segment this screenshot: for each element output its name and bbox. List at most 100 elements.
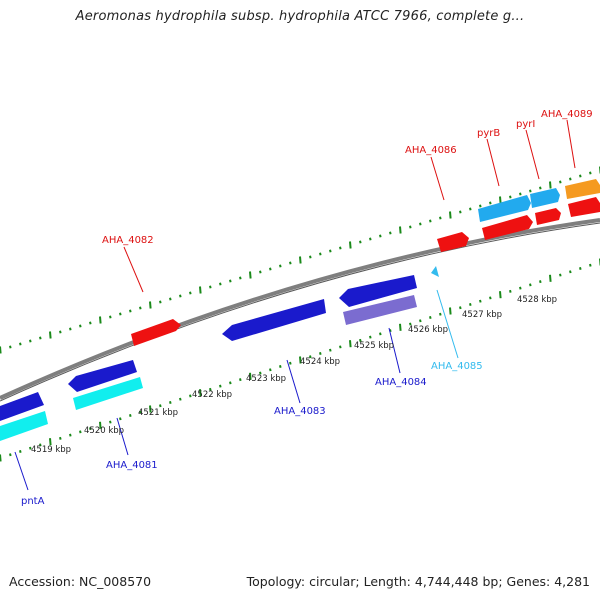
outer-tick <box>119 312 122 316</box>
outer-tick <box>139 306 142 310</box>
gene-aha-4084[interactable] <box>339 275 417 307</box>
map-title: Aeromonas hydrophila subsp. hydrophila A… <box>75 9 525 24</box>
inner-tick <box>369 335 372 339</box>
inner-tick <box>589 263 592 267</box>
outer-tick <box>569 177 572 181</box>
inner-tick <box>259 371 262 375</box>
outer-tick <box>359 240 362 244</box>
gene-pyrB-red[interactable] <box>482 215 533 240</box>
gene-aha-4086[interactable] <box>437 232 469 252</box>
kbp-label: 4525 kbp <box>354 341 394 351</box>
inner-tick <box>9 453 12 457</box>
outer-tick <box>499 196 502 204</box>
outer-tick <box>399 226 402 234</box>
outer-tick <box>339 246 342 250</box>
inner-tick <box>179 397 182 401</box>
inner-tick <box>249 372 252 380</box>
inner-tick <box>39 443 42 447</box>
outer-tick <box>309 255 312 259</box>
outer-tick <box>299 256 302 264</box>
label-aha-4086[interactable]: AHA_4086 <box>405 145 457 156</box>
gene-aha-4081-cyan <box>73 377 143 410</box>
inner-tick <box>449 307 452 315</box>
outer-tick <box>209 285 212 289</box>
gene-pyrI-skyblue[interactable] <box>530 188 560 208</box>
label-aha-4083[interactable]: AHA_4083 <box>274 406 326 417</box>
outer-tick <box>549 181 552 189</box>
outer-tick <box>149 301 152 309</box>
inner-tick <box>579 267 582 271</box>
inner-tick <box>529 283 532 287</box>
outer-tick <box>459 210 462 214</box>
outer-tick <box>129 309 132 313</box>
label-aha-4081[interactable]: AHA_4081 <box>106 460 158 471</box>
outer-tick <box>329 249 332 253</box>
gene-pyrI-red[interactable] <box>535 208 561 225</box>
inner-tick <box>319 351 322 355</box>
gene-aha-4089-red[interactable] <box>568 197 600 217</box>
inner-tick <box>559 273 562 277</box>
outer-tick <box>479 204 482 208</box>
outer-tick <box>489 201 492 205</box>
inner-tick <box>399 323 402 331</box>
gene-pntA[interactable] <box>0 392 44 421</box>
inner-tick <box>519 286 522 290</box>
label-pntA[interactable]: pntA <box>21 496 45 507</box>
inner-tick <box>199 389 202 397</box>
outer-tick <box>589 171 592 175</box>
gene-pyrB-skyblue[interactable] <box>478 195 531 222</box>
outer-tick-ring <box>0 166 600 354</box>
inner-tick <box>239 378 242 382</box>
label-aha-4085[interactable]: AHA_4085 <box>431 361 483 372</box>
gene-aha-4089-orange[interactable] <box>565 179 600 199</box>
leader-pyrB <box>486 138 500 187</box>
kbp-label: 4526 kbp <box>408 325 448 335</box>
outer-tick <box>389 231 392 235</box>
label-aha-4089[interactable]: AHA_4089 <box>541 109 593 120</box>
outer-tick <box>429 219 432 223</box>
inner-tick <box>439 312 442 316</box>
kbp-label: 4528 kbp <box>517 295 557 305</box>
outer-tick <box>509 195 512 199</box>
kbp-label: 4523 kbp <box>246 374 286 384</box>
outer-tick <box>259 270 262 274</box>
label-aha-4082[interactable]: AHA_4082 <box>102 235 154 246</box>
gene-aha-4085[interactable] <box>431 266 439 277</box>
inner-tick <box>89 427 92 431</box>
inner-tick <box>469 302 472 306</box>
inner-tick <box>329 348 332 352</box>
leader-aha-4084 <box>388 327 401 374</box>
kbp-label: 4524 kbp <box>300 357 340 367</box>
outer-tick <box>519 192 522 196</box>
gene-pntA-cyan <box>0 411 48 441</box>
outer-tick <box>449 211 452 219</box>
outer-tick <box>469 207 472 211</box>
inner-tick <box>59 436 62 440</box>
leader-aha-4085 <box>436 289 459 359</box>
kbp-label: 4520 kbp <box>84 426 124 436</box>
label-pyrB[interactable]: pyrB <box>477 128 500 139</box>
inner-tick <box>339 345 342 349</box>
gene-aha-4082[interactable] <box>131 319 181 346</box>
kbp-label: 4527 kbp <box>462 310 502 320</box>
outer-tick <box>539 186 542 190</box>
inner-tick <box>109 420 112 424</box>
outer-tick <box>89 321 92 325</box>
gene-aha-4083[interactable] <box>222 299 326 341</box>
outer-tick <box>79 324 82 328</box>
inner-tick <box>0 454 2 462</box>
outer-tick <box>529 189 532 193</box>
inner-tick <box>299 356 302 364</box>
inner-tick <box>429 316 432 320</box>
inner-tick <box>149 405 152 413</box>
outer-tick <box>59 330 62 334</box>
outer-tick <box>409 225 412 229</box>
gene-aha-4081[interactable] <box>68 360 137 392</box>
accession-text: Accession: NC_008570 <box>9 574 152 589</box>
inner-tick <box>479 299 482 303</box>
label-pyrI[interactable]: pyrI <box>516 119 535 130</box>
label-aha-4084[interactable]: AHA_4084 <box>375 377 427 388</box>
inner-tick <box>229 381 232 385</box>
leader-aha-4086 <box>430 156 445 201</box>
